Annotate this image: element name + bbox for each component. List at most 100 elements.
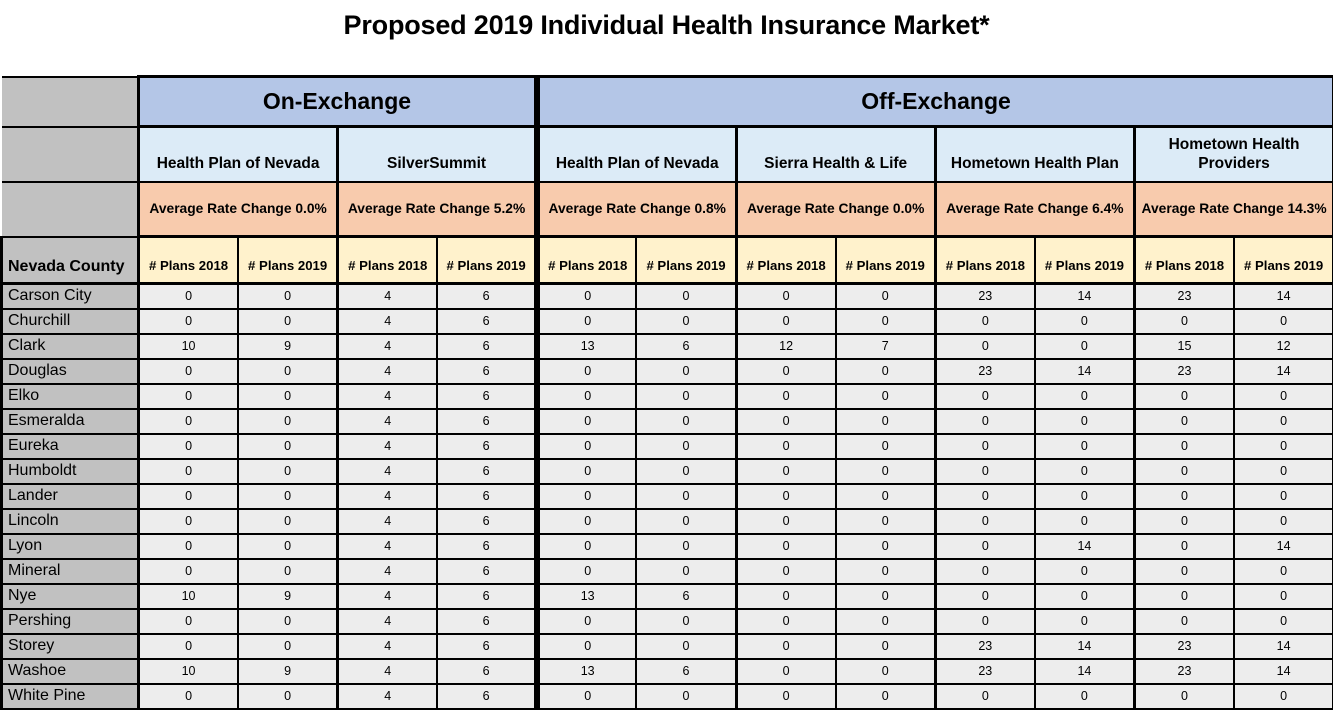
- plan-count-cell: 7: [834, 332, 937, 360]
- plan-count-cell: 0: [237, 357, 339, 385]
- county-cell: Eureka: [0, 432, 140, 460]
- plan-count-cell: 0: [1233, 507, 1333, 535]
- plan-count-cell: 0: [1132, 407, 1236, 435]
- plan-year-header: # Plans 2019: [1233, 235, 1333, 285]
- plan-count-cell: 0: [834, 607, 937, 635]
- plan-count-cell: 0: [1233, 457, 1333, 485]
- plan-count-cell: 0: [834, 282, 937, 310]
- plan-count-cell: 0: [834, 457, 937, 485]
- county-cell: Pershing: [0, 607, 140, 635]
- plan-count-cell: 0: [933, 682, 1036, 710]
- plan-count-cell: 0: [734, 407, 837, 435]
- plan-count-cell: 0: [137, 632, 240, 660]
- table-row: Storey 0 0 4 6 0 0 0 0 23 14 23 14: [0, 632, 1333, 660]
- plan-count-cell: 0: [533, 532, 638, 560]
- plan-count-cell: 0: [933, 332, 1036, 360]
- plan-count-cell: 23: [1132, 632, 1236, 660]
- plan-count-cell: 0: [237, 457, 339, 485]
- plan-count-cell: [436, 707, 538, 710]
- plan-count-cell: 4: [336, 582, 439, 610]
- plan-count-cell: 4: [336, 432, 439, 460]
- plan-count-cell: 10: [137, 582, 240, 610]
- plan-count-cell: 0: [635, 382, 738, 410]
- plan-count-cell: 0: [734, 482, 837, 510]
- plan-count-cell: 13: [533, 332, 638, 360]
- county-cell: Lyon: [0, 532, 140, 560]
- plan-count-cell: 0: [1033, 607, 1136, 635]
- plan-count-cell: 6: [436, 332, 538, 360]
- plan-count-cell: 0: [734, 632, 837, 660]
- plan-count-cell: [834, 707, 937, 710]
- plan-count-cell: 0: [1033, 507, 1136, 535]
- rate-change-cell: Average Rate Change 14.3%: [1132, 180, 1333, 238]
- plan-count-cell: 0: [1033, 332, 1136, 360]
- plan-count-cell: 0: [237, 532, 339, 560]
- plan-count-cell: 0: [933, 407, 1036, 435]
- plan-count-cell: 6: [436, 382, 538, 410]
- plan-count-cell: 0: [237, 382, 339, 410]
- plan-count-cell: 6: [436, 407, 538, 435]
- plan-count-cell: 6: [436, 482, 538, 510]
- plan-count-cell: 14: [1233, 357, 1333, 385]
- plan-count-cell: 0: [533, 632, 638, 660]
- plan-count-cell: 10: [137, 657, 240, 685]
- county-cell: Mineral: [0, 557, 140, 585]
- plan-count-cell: 6: [635, 582, 738, 610]
- plan-count-cell: 0: [1233, 582, 1333, 610]
- plan-count-cell: 4: [336, 407, 439, 435]
- plan-count-cell: 0: [137, 557, 240, 585]
- plan-count-cell: 23: [1132, 282, 1236, 310]
- plan-count-cell: 0: [734, 382, 837, 410]
- plan-count-cell: 0: [237, 307, 339, 335]
- plan-count-cell: 15: [1132, 332, 1236, 360]
- plan-count-cell: 0: [834, 482, 937, 510]
- table-row: Carson City 0 0 4 6 0 0 0 0 23 14 23 14: [0, 282, 1333, 310]
- plan-count-cell: 0: [635, 557, 738, 585]
- county-cell: Lander: [0, 482, 140, 510]
- plan-count-cell: 0: [834, 532, 937, 560]
- plan-count-cell: 0: [533, 432, 638, 460]
- rate-row: Average Rate Change 0.0% Average Rate Cha…: [1, 180, 1333, 238]
- county-cell: Lincoln: [0, 507, 140, 535]
- plan-count-cell: 23: [933, 282, 1036, 310]
- plan-count-cell: 6: [436, 607, 538, 635]
- plan-year-header: # Plans 2019: [635, 235, 738, 285]
- plan-count-cell: 6: [436, 432, 538, 460]
- plan-count-cell: 0: [137, 282, 240, 310]
- plan-count-cell: 0: [237, 507, 339, 535]
- table-row: Lander 0 0 4 6 0 0 0 0 0 0 0 0: [0, 482, 1333, 510]
- plan-count-cell: 23: [1132, 657, 1236, 685]
- plan-count-cell: 0: [734, 457, 837, 485]
- plan-count-cell: [635, 707, 738, 710]
- plan-count-cell: 0: [1033, 382, 1136, 410]
- plan-count-cell: 4: [336, 332, 439, 360]
- plan-count-cell: 0: [635, 682, 738, 710]
- plan-count-cell: 12: [734, 332, 837, 360]
- plan-count-cell: 0: [933, 457, 1036, 485]
- county-cell: Washoe: [0, 657, 140, 685]
- plan-count-cell: 0: [1233, 307, 1333, 335]
- rate-change-cell: Average Rate Change 0.0%: [136, 180, 339, 238]
- county-cell: Clark: [0, 332, 140, 360]
- rate-change-cell: Average Rate Change 5.2%: [336, 180, 538, 238]
- corner-cell: [1, 180, 140, 238]
- table-row: Washoe 10 9 4 6 13 6 0 0 23 14 23 14: [0, 657, 1333, 685]
- plan-count-cell: 0: [533, 557, 638, 585]
- table-row: White Pine 0 0 4 6 0 0 0 0 0 0 0 0: [0, 682, 1333, 710]
- plan-count-cell: 4: [336, 282, 439, 310]
- plan-count-cell: 0: [1233, 682, 1333, 710]
- plan-count-cell: 0: [933, 532, 1036, 560]
- off-exchange-header: Off-Exchange: [533, 75, 1333, 128]
- plan-count-cell: 0: [635, 307, 738, 335]
- plan-count-cell: [336, 707, 439, 710]
- plan-count-cell: 0: [734, 557, 837, 585]
- plan-count-cell: [1233, 707, 1333, 710]
- plans-header-row: Nevada County # Plans 2018 # Plans 2019 # P…: [0, 235, 1333, 285]
- plan-count-cell: 4: [336, 682, 439, 710]
- carrier-name-cell: Hometown Health Plan: [933, 125, 1136, 183]
- plan-count-cell: 23: [933, 632, 1036, 660]
- county-cell: Elko: [0, 382, 140, 410]
- plan-count-cell: 6: [436, 682, 538, 710]
- plan-count-cell: 0: [933, 382, 1036, 410]
